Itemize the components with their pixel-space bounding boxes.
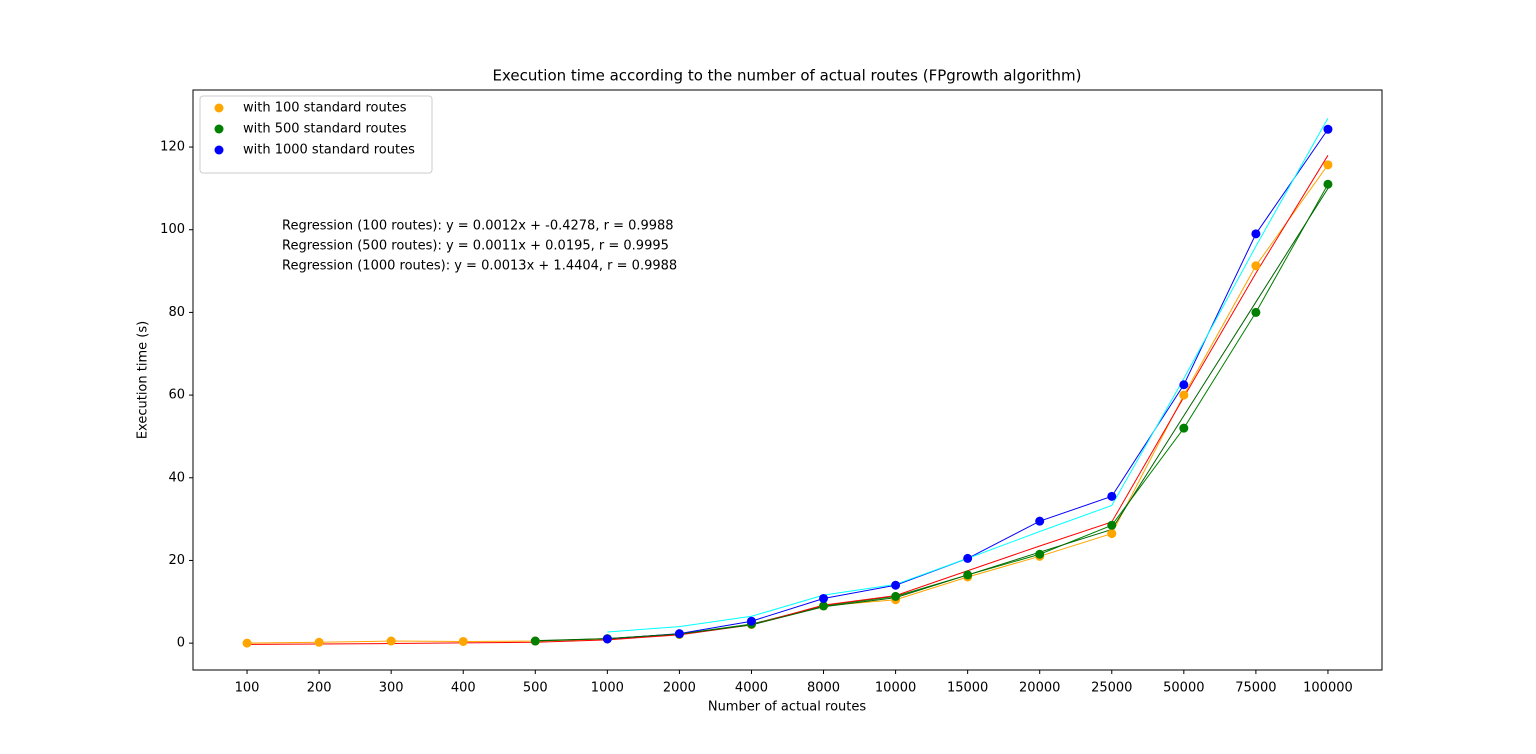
data-point xyxy=(819,601,829,611)
y-axis-label: Execution time (s) xyxy=(136,321,151,439)
x-tick-label: 4000 xyxy=(735,681,768,696)
x-axis-label: Number of actual routes xyxy=(708,700,867,715)
data-point xyxy=(674,629,684,639)
data-point xyxy=(1251,261,1261,271)
data-point xyxy=(314,637,324,647)
data-point xyxy=(1107,520,1117,530)
data-point xyxy=(746,616,756,626)
y-tick-label: 40 xyxy=(168,470,185,485)
regression-line xyxy=(535,188,1329,642)
plot-frame xyxy=(192,89,1383,671)
data-point xyxy=(1179,380,1189,390)
annotation: Regression (100 routes): y = 0.0012x + -… xyxy=(282,219,674,234)
legend-box xyxy=(199,95,433,174)
chart-title: Execution time according to the number o… xyxy=(493,67,1082,85)
data-point xyxy=(1323,160,1333,170)
data-point xyxy=(1107,529,1117,539)
y-tick-label: 60 xyxy=(168,388,185,403)
x-tick-label: 50000 xyxy=(1163,681,1204,696)
annotation: Regression (500 routes): y = 0.0011x + 0… xyxy=(282,239,669,254)
x-tick-label: 10000 xyxy=(875,681,916,696)
x-tick-label: 300 xyxy=(379,681,404,696)
y-tick-label: 20 xyxy=(168,553,185,568)
data-point xyxy=(530,636,540,646)
x-tick-label: 100 xyxy=(235,681,260,696)
data-point xyxy=(1323,179,1333,189)
data-point xyxy=(1035,516,1045,526)
data-point xyxy=(1107,491,1117,501)
data-point xyxy=(1035,549,1045,559)
data-point xyxy=(963,553,973,563)
annotation: Regression (1000 routes): y = 0.0013x + … xyxy=(282,259,677,274)
data-point xyxy=(386,636,396,646)
x-tick-label: 200 xyxy=(307,681,332,696)
x-tick-label: 15000 xyxy=(947,681,988,696)
legend-label: with 1000 standard routes xyxy=(243,143,415,158)
regression-line xyxy=(247,155,1329,645)
x-tick-label: 400 xyxy=(451,681,476,696)
x-tick-label: 75000 xyxy=(1235,681,1276,696)
y-tick-label: 0 xyxy=(177,636,185,651)
series-line xyxy=(247,164,1329,644)
data-point xyxy=(602,634,612,644)
y-tick-label: 120 xyxy=(160,140,185,155)
data-point xyxy=(1251,229,1261,239)
data-point xyxy=(242,638,252,648)
y-tick-label: 100 xyxy=(160,222,185,237)
legend-label: with 100 standard routes xyxy=(243,101,407,116)
legend-marker xyxy=(214,124,224,134)
x-tick-label: 20000 xyxy=(1019,681,1060,696)
data-point xyxy=(819,593,829,603)
legend-label: with 500 standard routes xyxy=(243,122,407,137)
legend-marker xyxy=(214,145,224,155)
data-point xyxy=(458,636,468,646)
x-tick-label: 500 xyxy=(523,681,548,696)
data-point xyxy=(1179,390,1189,400)
data-point xyxy=(891,580,901,590)
x-tick-label: 8000 xyxy=(807,681,840,696)
x-tick-label: 100000 xyxy=(1303,681,1353,696)
data-point xyxy=(963,570,973,580)
data-point xyxy=(1251,307,1261,317)
x-tick-label: 1000 xyxy=(591,681,624,696)
data-point xyxy=(1179,423,1189,433)
data-point xyxy=(1323,124,1333,134)
x-tick-label: 2000 xyxy=(663,681,696,696)
y-tick-label: 80 xyxy=(168,305,185,320)
data-point xyxy=(891,591,901,601)
legend-marker xyxy=(214,103,224,113)
x-tick-label: 25000 xyxy=(1091,681,1132,696)
